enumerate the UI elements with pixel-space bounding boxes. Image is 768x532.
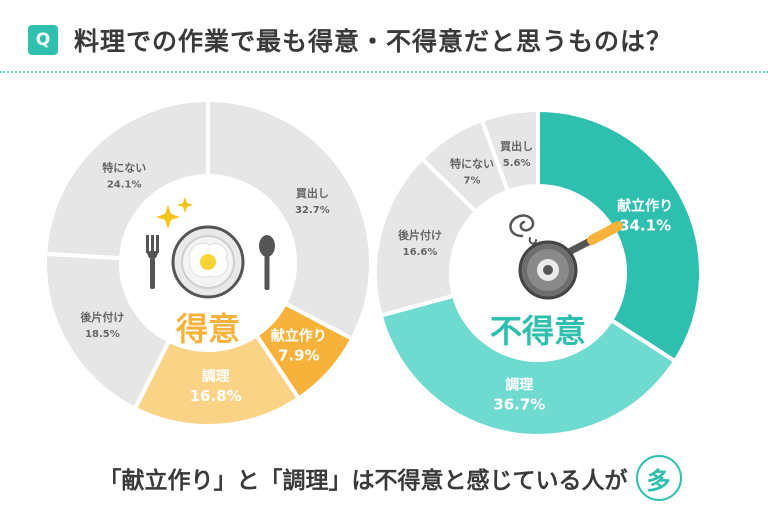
donut-slice [479, 107, 540, 194]
slice-value: 7% [463, 175, 480, 186]
donut-slice [378, 293, 678, 438]
center-label: 不得意 [490, 312, 586, 350]
slice-label: 特にない [450, 156, 494, 170]
slice-label: 献立作り [617, 198, 673, 215]
slice-label: 献立作り [271, 328, 327, 345]
frying-pan-icon [518, 240, 578, 300]
plate-illustration [146, 197, 275, 299]
fork-icon [146, 235, 159, 289]
slice-label: 特にない [102, 160, 146, 174]
slice-value: 16.6% [403, 247, 438, 258]
donut-slice [132, 332, 302, 428]
question-title: 料理での作業で最も得意・不得意だと思うものは？ [74, 27, 673, 56]
slice-value: 16.8% [190, 387, 242, 405]
slice-value: 34.1% [619, 217, 671, 235]
frying-pan-illustration [509, 214, 623, 300]
dotted-divider [0, 71, 768, 73]
spiral-icon [509, 214, 537, 245]
center-label: 得意 [176, 310, 240, 348]
slice-value: 5.6% [503, 158, 531, 169]
slice-label: 後片付け [398, 228, 442, 242]
slice-label: 後片付け [80, 310, 124, 324]
donut-slice [43, 97, 210, 261]
pan-handle-icon [561, 221, 623, 258]
emphasis-badge: 多 [635, 455, 682, 501]
donut-slice [206, 97, 373, 342]
slice-label: 調理 [505, 377, 533, 394]
donut-slice [536, 107, 703, 364]
slice-value: 32.7% [295, 205, 330, 216]
fried-egg-icon [188, 242, 229, 278]
conclusion-text: 「献立作り」と「調理」は不得意と感じている人が [98, 468, 628, 494]
slice-value: 24.1% [107, 179, 142, 190]
bad-at-donut-chart: 献立作り 34.1% 調理 36.7% 後片付け 16.6% 特にない 7% 買出し 5.6% 不得… [373, 107, 703, 438]
q-badge: Q [28, 25, 58, 55]
slice-value: 18.5% [85, 329, 120, 340]
slice-label: 買出し [500, 139, 533, 153]
slice-label: 調理 [202, 368, 230, 385]
slice-value: 36.7% [493, 396, 545, 414]
spoon-icon [259, 235, 275, 290]
slice-value: 7.9% [278, 347, 320, 365]
good-at-donut-chart: 買出し 32.7% 献立作り 7.9% 調理 16.8% 後片付け 18.5% 特にない 24.1… [43, 97, 373, 428]
conclusion-banner: 「献立作り」と「調理」は不得意と感じている人が 多 [80, 453, 700, 503]
sparkle-icon [156, 197, 193, 229]
question-header: Q 料理での作業で最も得意・不得意だと思うものは？ [28, 18, 748, 62]
slice-label: 買出し [296, 186, 329, 200]
